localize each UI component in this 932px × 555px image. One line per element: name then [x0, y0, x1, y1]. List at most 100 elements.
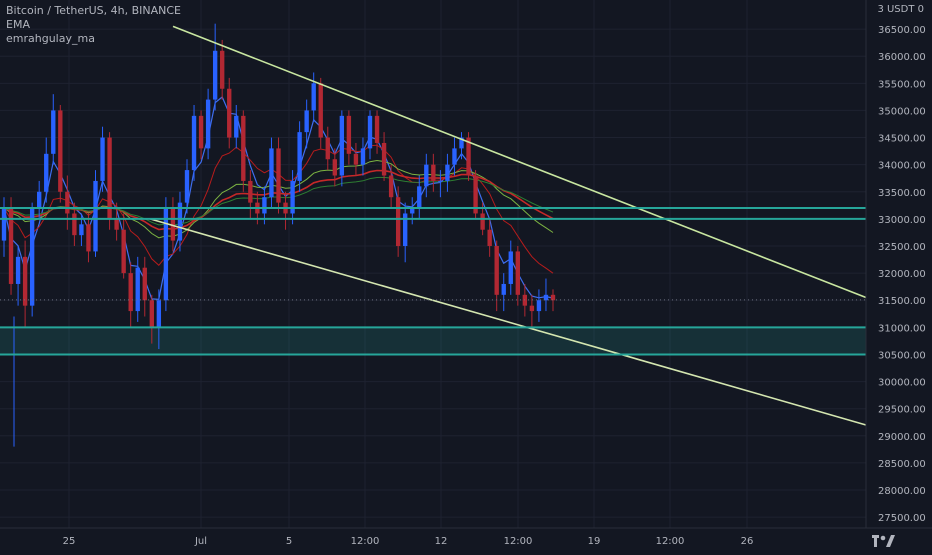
candle-body — [381, 142, 387, 176]
y-tick-label: 36000.00 — [878, 52, 926, 63]
x-tick-label: 25 — [63, 536, 76, 547]
candle-body — [367, 115, 373, 149]
candle-body — [508, 251, 513, 284]
candle-body — [135, 267, 140, 312]
support-zone-fill — [0, 327, 866, 355]
candle-body — [262, 197, 267, 214]
candle — [51, 94, 56, 165]
candle-body — [191, 115, 197, 171]
candle — [445, 153, 450, 192]
candle — [234, 105, 239, 149]
candle-body — [466, 137, 471, 176]
candle — [403, 202, 408, 263]
candle-body — [241, 115, 246, 181]
y-tick-label: 32500.00 — [878, 242, 926, 253]
candle — [142, 256, 147, 317]
candle — [473, 170, 478, 219]
candle-body — [304, 110, 309, 133]
price-axis-panel — [866, 0, 932, 550]
candle-body — [339, 115, 345, 176]
candle — [128, 262, 133, 328]
y-tick-label: 33000.00 — [878, 215, 926, 226]
candle-body — [37, 191, 42, 209]
candle-body — [501, 283, 506, 295]
candle-body — [269, 148, 274, 198]
x-tick-label: 5 — [286, 536, 292, 547]
candle — [220, 39, 225, 100]
candle — [86, 213, 91, 263]
y-tick-label: 28000.00 — [878, 486, 926, 497]
candle-body — [346, 115, 352, 154]
candle-body — [388, 175, 394, 198]
x-tick-label: 12 — [435, 536, 448, 547]
indicator-ma[interactable]: emrahgulay_ma — [6, 32, 95, 45]
candle-body — [459, 137, 464, 149]
candle-body — [290, 180, 295, 214]
candle — [388, 164, 394, 209]
candle-body — [65, 191, 70, 214]
candle-body — [276, 148, 281, 203]
candle-body — [107, 137, 112, 219]
candle-body — [227, 88, 232, 138]
candle-body — [184, 170, 190, 203]
indicator-ema[interactable]: EMA — [6, 18, 30, 31]
candle — [529, 294, 535, 328]
candle — [22, 240, 28, 328]
trendlines[interactable] — [149, 25, 867, 426]
candle — [8, 197, 14, 295]
candle-body — [149, 300, 154, 328]
candle-body — [51, 110, 56, 154]
candles — [1, 23, 556, 447]
candle — [37, 180, 42, 219]
chart-legend: Bitcoin / TetherUS, 4h, BINANCE EMA emra… — [6, 4, 181, 46]
support-zone — [0, 327, 866, 355]
candle-body — [15, 256, 21, 284]
candle — [543, 278, 549, 312]
candle — [198, 110, 204, 160]
candle-body — [100, 137, 105, 181]
candle-body — [332, 159, 337, 176]
y-tick-label: 35500.00 — [878, 79, 926, 90]
candle — [339, 110, 345, 187]
candle — [241, 110, 246, 192]
candle — [374, 110, 380, 154]
candle — [438, 170, 443, 198]
candle-body — [163, 208, 169, 301]
y-tick-label: 33500.00 — [878, 188, 926, 199]
candle — [332, 148, 337, 187]
candle — [487, 218, 492, 257]
candle-body — [8, 208, 14, 284]
y-tick-label: 36500.00 — [878, 25, 926, 36]
candle — [121, 213, 126, 279]
candle-body — [44, 153, 49, 192]
candle-body — [529, 305, 535, 312]
candle — [431, 153, 436, 192]
candle — [1, 197, 7, 257]
candle — [297, 121, 302, 192]
x-tick-label: Jul — [194, 536, 207, 547]
candle-body — [487, 229, 492, 247]
candle-body — [114, 218, 119, 230]
y-tick-label: 34500.00 — [878, 134, 926, 145]
symbol-title[interactable]: Bitcoin / TetherUS, 4h, BINANCE — [6, 4, 182, 17]
candle-body — [1, 208, 7, 241]
candle — [205, 88, 211, 160]
candle — [290, 170, 295, 225]
price-axis-header[interactable]: 3 USDT 0 — [877, 4, 924, 15]
candle-body — [438, 180, 443, 182]
y-tick-label: 35000.00 — [878, 106, 926, 117]
y-tick-label: 32000.00 — [878, 269, 926, 280]
candle-body — [536, 300, 542, 312]
candle-body — [121, 229, 126, 274]
candle — [135, 256, 140, 322]
candle-body — [142, 267, 147, 301]
candle — [72, 202, 77, 247]
candle — [515, 246, 520, 306]
candle — [107, 132, 112, 230]
y-tick-label: 31000.00 — [878, 323, 926, 334]
candle-body — [318, 83, 323, 138]
candle — [353, 142, 359, 176]
candle — [170, 197, 176, 252]
